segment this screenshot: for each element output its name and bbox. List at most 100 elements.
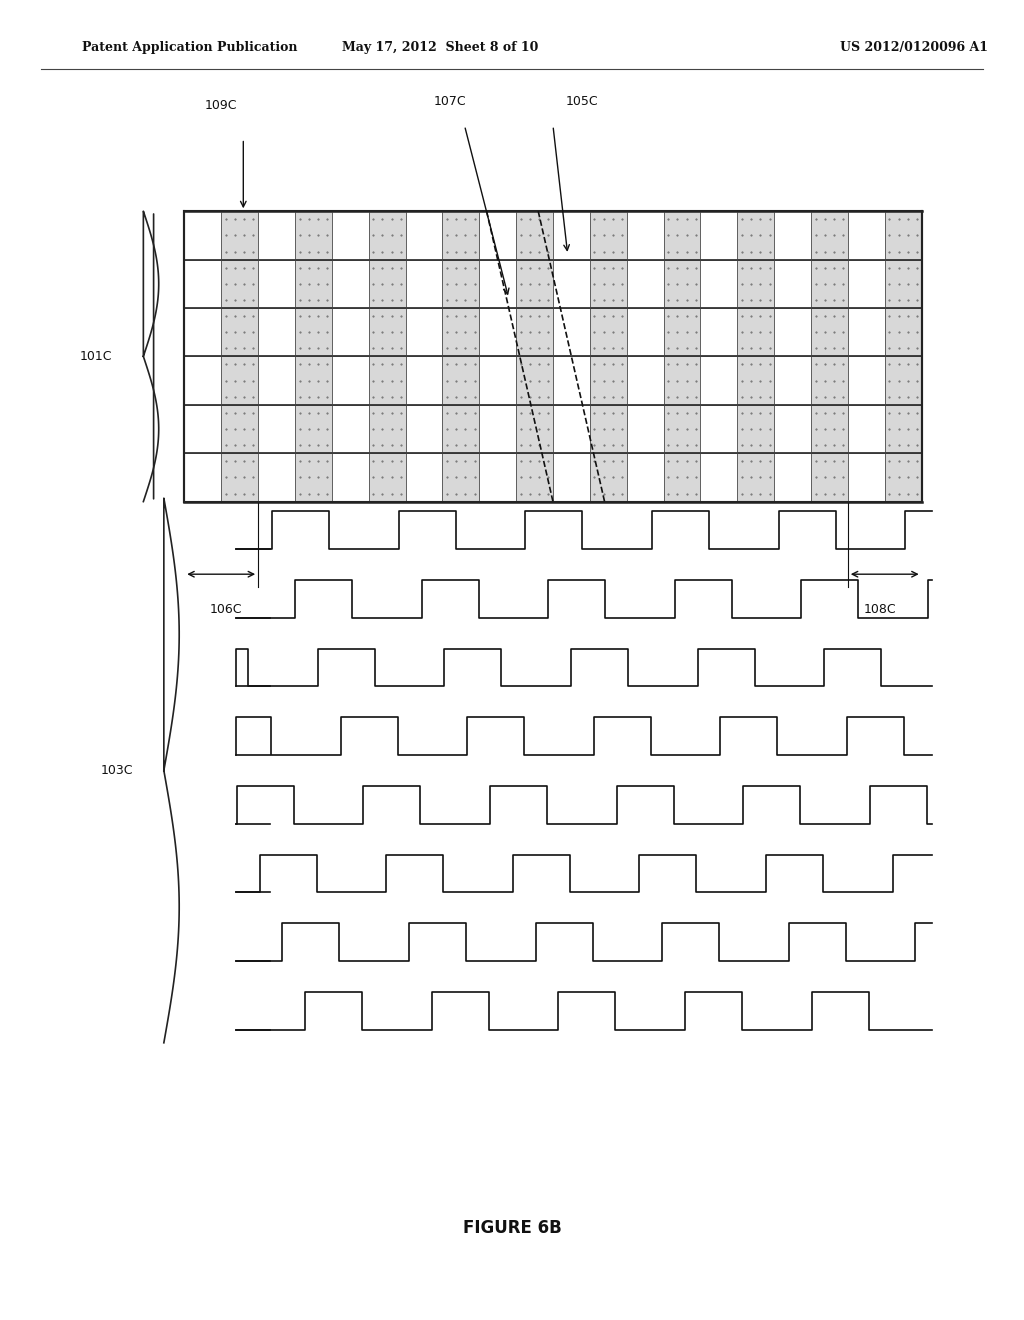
Bar [442, 356, 479, 405]
Bar [369, 211, 406, 260]
Bar [406, 356, 442, 405]
Bar [221, 260, 258, 308]
Bar [774, 260, 811, 308]
Bar [885, 453, 922, 502]
Bar [406, 405, 442, 453]
Bar [553, 308, 590, 356]
Bar [627, 308, 664, 356]
Bar [479, 260, 516, 308]
Bar [811, 211, 848, 260]
Bar [737, 308, 774, 356]
Bar [258, 453, 295, 502]
Bar [848, 356, 885, 405]
Bar [885, 308, 922, 356]
Bar [295, 453, 332, 502]
Bar [848, 453, 885, 502]
Bar [258, 356, 295, 405]
Bar [774, 211, 811, 260]
Bar [221, 211, 258, 260]
Bar [221, 453, 258, 502]
Bar [700, 308, 737, 356]
Bar [332, 308, 369, 356]
Bar [590, 405, 627, 453]
Bar [295, 211, 332, 260]
Bar [553, 211, 590, 260]
Bar [258, 308, 295, 356]
Bar [700, 211, 737, 260]
Bar [442, 211, 479, 260]
Bar [369, 405, 406, 453]
Bar [406, 260, 442, 308]
Bar [406, 211, 442, 260]
Bar [737, 211, 774, 260]
Bar [479, 356, 516, 405]
Text: 105C: 105C [566, 95, 599, 108]
Bar [295, 260, 332, 308]
Text: 109C: 109C [205, 99, 238, 112]
Bar [737, 260, 774, 308]
Bar [590, 356, 627, 405]
Bar [811, 356, 848, 405]
Bar [774, 405, 811, 453]
Bar [184, 211, 221, 260]
Bar [258, 405, 295, 453]
Bar [737, 405, 774, 453]
Bar [664, 211, 700, 260]
Bar [516, 211, 553, 260]
Bar [479, 211, 516, 260]
Text: Patent Application Publication: Patent Application Publication [82, 41, 297, 54]
Bar [406, 308, 442, 356]
Bar [737, 453, 774, 502]
Bar [848, 405, 885, 453]
Text: 101C: 101C [80, 350, 113, 363]
Bar [442, 308, 479, 356]
Bar [442, 405, 479, 453]
Bar [332, 453, 369, 502]
Bar [848, 211, 885, 260]
Text: 106C: 106C [210, 603, 243, 616]
Bar [553, 356, 590, 405]
Bar [479, 405, 516, 453]
Bar [332, 260, 369, 308]
Bar [848, 260, 885, 308]
Bar [553, 260, 590, 308]
Bar [590, 453, 627, 502]
Bar [295, 356, 332, 405]
Bar [627, 356, 664, 405]
Bar [221, 308, 258, 356]
Text: May 17, 2012  Sheet 8 of 10: May 17, 2012 Sheet 8 of 10 [342, 41, 539, 54]
Bar [885, 260, 922, 308]
Text: 108C: 108C [863, 603, 896, 616]
Bar [516, 453, 553, 502]
Bar [184, 211, 922, 502]
Bar [700, 405, 737, 453]
Bar [700, 356, 737, 405]
Bar [737, 356, 774, 405]
Bar [885, 211, 922, 260]
Bar [184, 405, 221, 453]
Bar [553, 453, 590, 502]
Bar [295, 308, 332, 356]
Bar [332, 211, 369, 260]
Bar [811, 453, 848, 502]
Bar [627, 405, 664, 453]
Bar [258, 211, 295, 260]
Bar [221, 356, 258, 405]
Bar [295, 405, 332, 453]
Bar [774, 308, 811, 356]
Bar [369, 260, 406, 308]
Bar [184, 260, 221, 308]
Bar [811, 405, 848, 453]
Bar [885, 356, 922, 405]
Bar [516, 260, 553, 308]
Text: 103C: 103C [100, 764, 133, 777]
Bar [664, 308, 700, 356]
Bar [664, 453, 700, 502]
Bar [627, 211, 664, 260]
Bar [369, 356, 406, 405]
Bar [627, 453, 664, 502]
Bar [332, 405, 369, 453]
Bar [184, 308, 221, 356]
Bar [479, 308, 516, 356]
Bar [442, 453, 479, 502]
